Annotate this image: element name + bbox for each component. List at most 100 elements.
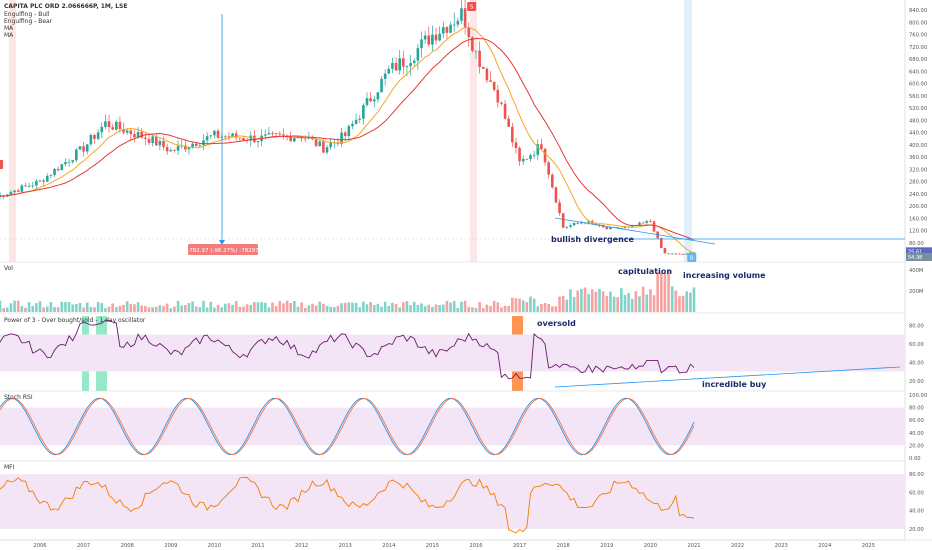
current-price-tag <box>906 253 932 261</box>
candle-body <box>274 133 278 135</box>
volume-bar <box>434 304 438 312</box>
volume-bar <box>202 300 205 312</box>
candle-body <box>96 132 100 139</box>
candle-body <box>638 222 641 226</box>
candle-body <box>478 50 481 67</box>
volume-bar <box>205 307 209 312</box>
candle-body <box>383 73 387 79</box>
oscillator-tick-label: 40.00 <box>909 431 924 437</box>
candle-body <box>93 135 96 139</box>
volume-bar <box>540 304 543 312</box>
po3-trendline <box>554 366 901 388</box>
candle-body <box>165 147 169 152</box>
candle-body <box>532 154 536 156</box>
candle-body <box>154 136 158 146</box>
price-tick-label: 240.00 <box>909 192 927 198</box>
volume-bar <box>492 300 496 312</box>
current-price-tag <box>906 247 932 256</box>
candle-body <box>249 135 253 141</box>
time-tick-label: 2012 <box>295 543 308 549</box>
volume-bar <box>594 291 598 312</box>
volume-bar <box>20 306 24 312</box>
time-tick-label: 2023 <box>775 543 788 549</box>
price-tick-label: 120.00 <box>909 229 927 235</box>
candle-body <box>144 137 147 139</box>
volume-bar <box>64 301 67 312</box>
volume-bar <box>590 289 594 312</box>
volume-bar <box>532 298 536 312</box>
signal-marker <box>467 2 477 11</box>
candle-body <box>107 121 111 128</box>
volume-bar <box>198 307 202 312</box>
divergence-trendline <box>554 217 716 245</box>
candle-body <box>49 175 53 176</box>
volume-bar <box>49 302 53 312</box>
candle-body <box>623 227 627 228</box>
volume-bar <box>260 302 263 312</box>
volume-bar <box>53 307 56 312</box>
candle-body <box>587 221 590 223</box>
volume-bar <box>13 300 16 312</box>
volume-bar <box>2 308 5 312</box>
volume-bar <box>213 307 216 312</box>
time-tick-label: 2024 <box>818 543 832 549</box>
volume-bar <box>249 305 253 312</box>
volume-bar <box>322 303 325 312</box>
volume-bar <box>303 307 307 312</box>
candle-body <box>24 185 27 187</box>
volume-bar <box>670 286 674 312</box>
candle-body <box>263 134 267 136</box>
volume-bar <box>423 306 427 312</box>
chart-title: CAPITA PLC ORD 2.066666P, 1M, LSE <box>4 3 128 10</box>
volume-bar <box>583 287 587 312</box>
oscillator-tick-label: 20.00 <box>909 443 924 449</box>
volume-bar <box>383 301 387 312</box>
volume-bar <box>27 302 31 312</box>
volume-bar <box>60 301 64 312</box>
volume-bar <box>325 305 329 312</box>
candle-body <box>641 222 645 224</box>
time-tick-label: 2016 <box>469 543 482 549</box>
price-tick-label: 80.00 <box>909 241 924 247</box>
volume-bar <box>525 302 529 312</box>
volume-pane-title: Vol <box>4 265 13 272</box>
time-tick-label: 2006 <box>33 543 46 549</box>
price-tick-label: 760.00 <box>909 33 927 39</box>
volume-bar <box>442 304 445 312</box>
volume-bar <box>627 293 630 312</box>
candle-body <box>572 222 576 226</box>
candle-body <box>202 140 205 146</box>
candle-body <box>118 121 122 130</box>
candle-body <box>64 161 67 165</box>
volume-bar <box>449 302 452 312</box>
volume-bar <box>140 305 144 312</box>
current-price-text: 54.38 <box>908 255 922 261</box>
volume-bar <box>634 291 638 312</box>
candle-body <box>71 160 74 162</box>
candle-body <box>303 138 307 140</box>
candle-body <box>605 227 609 230</box>
po3-pane-title: Power of 3 - Over bought/sold - 1 day os… <box>4 317 146 324</box>
candle-body <box>645 221 649 223</box>
candle-body <box>543 148 547 163</box>
candle-body <box>329 142 332 148</box>
annotation-increasing-volume: increasing volume <box>683 271 766 280</box>
candle-body <box>289 136 292 142</box>
axis-layer: 840.00 800.00 760.00 720.00 680.00 640.00 600.… <box>0 8 932 549</box>
candle-body <box>20 185 24 192</box>
volume-bar <box>478 302 481 312</box>
candle-body <box>423 35 427 40</box>
volume-bar <box>685 291 689 312</box>
candle-body <box>362 105 365 119</box>
price-tick-label: 400.00 <box>909 143 927 149</box>
legend-engulfing-bull: Engulfing - Bull <box>4 11 50 18</box>
candle-body <box>147 138 151 143</box>
candle-body <box>282 134 285 136</box>
volume-bar <box>42 307 45 312</box>
volume-bar <box>78 302 82 312</box>
candle-body <box>42 180 45 182</box>
candle-body <box>27 185 31 187</box>
volume-bar <box>227 303 231 312</box>
candles <box>0 0 696 255</box>
oscillator-tick-label: 100.00 <box>909 393 927 399</box>
